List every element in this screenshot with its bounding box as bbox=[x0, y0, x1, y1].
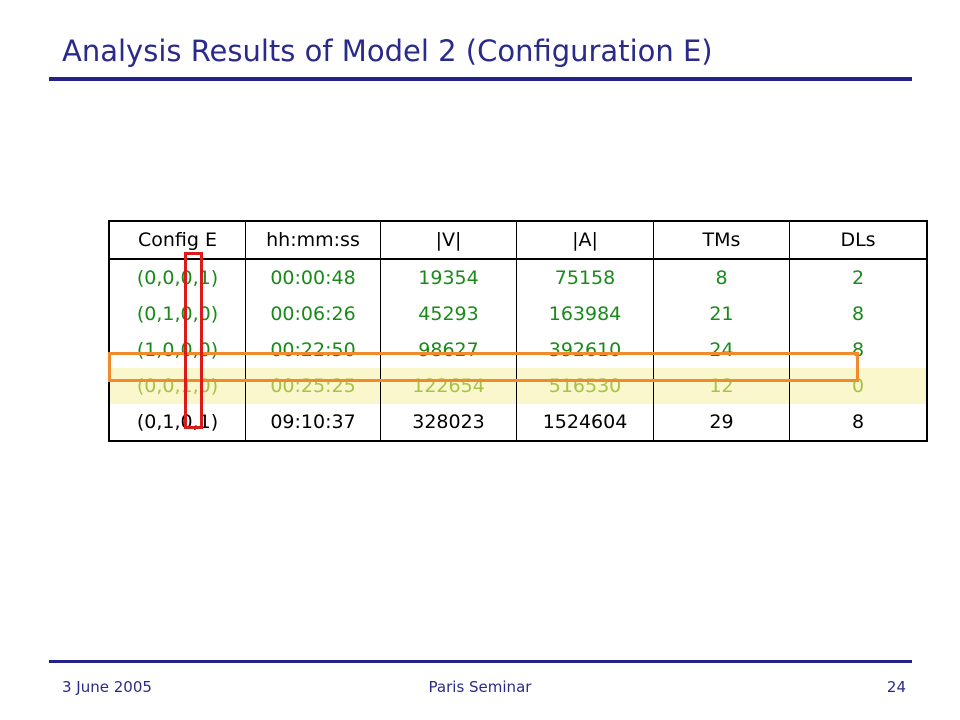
cell-config: (0,1,0,1) bbox=[109, 404, 246, 441]
cell-config: (0,0,1,0) bbox=[109, 368, 246, 404]
cell-tms: 21 bbox=[653, 296, 790, 332]
table-row: (0,0,0,1) 00:00:48 19354 75158 8 2 bbox=[109, 259, 927, 296]
footer-date: 3 June 2005 bbox=[62, 678, 152, 696]
header-tms: TMs bbox=[653, 221, 790, 260]
table-row: (0,1,0,1) 09:10:37 328023 1524604 29 8 bbox=[109, 404, 927, 441]
table-row: (1,0,0,0) 00:22:50 98627 392610 24 8 bbox=[109, 332, 927, 368]
header-states: |V| bbox=[380, 221, 517, 260]
cell-config: (0,1,0,0) bbox=[109, 296, 246, 332]
table-row: (0,1,0,0) 00:06:26 45293 163984 21 8 bbox=[109, 296, 927, 332]
cell-arcs: 392610 bbox=[516, 332, 654, 368]
cell-dls: 8 bbox=[851, 411, 865, 433]
header-dls: DLs bbox=[789, 221, 927, 260]
results-table: Config E hh:mm:ss |V| |A| TMs DLs (0,0,0… bbox=[108, 220, 928, 442]
cell-states: 45293 bbox=[380, 296, 517, 332]
cell-tms: 8 bbox=[653, 259, 790, 296]
cell-tms: 12 bbox=[653, 368, 790, 404]
cell-dls: 8 bbox=[851, 339, 865, 361]
cell-states: 122654 bbox=[380, 368, 517, 404]
table-header-row: Config E hh:mm:ss |V| |A| TMs DLs bbox=[109, 221, 927, 260]
cell-states: 98627 bbox=[380, 332, 517, 368]
cell-tms: 24 bbox=[653, 332, 790, 368]
footer-rule bbox=[49, 660, 912, 663]
cell-dls: 0 bbox=[789, 368, 927, 404]
cell-config: (0,0,0,1) bbox=[109, 259, 246, 296]
header-time: hh:mm:ss bbox=[245, 221, 381, 260]
cell-config: (1,0,0,0) bbox=[109, 332, 246, 368]
cell-states: 19354 bbox=[380, 259, 517, 296]
cell-time: 00:00:48 bbox=[245, 259, 381, 296]
slide-title: Analysis Results of Model 2 (Configurati… bbox=[62, 34, 713, 68]
cell-time: 00:22:50 bbox=[245, 332, 381, 368]
cell-arcs: 1524604 bbox=[516, 404, 654, 441]
footer-event: Paris Seminar bbox=[428, 678, 532, 696]
header-arcs: |A| bbox=[516, 221, 654, 260]
cell-time: 09:10:37 bbox=[245, 404, 381, 441]
cell-arcs: 516530 bbox=[516, 368, 654, 404]
cell-time: 00:25:25 bbox=[245, 368, 381, 404]
page-number: 24 bbox=[886, 678, 906, 696]
cell-arcs: 75158 bbox=[516, 259, 654, 296]
cell-arcs: 163984 bbox=[516, 296, 654, 332]
cell-states: 328023 bbox=[380, 404, 517, 441]
header-config: Config E bbox=[109, 221, 246, 260]
cell-dls: 2 bbox=[851, 267, 865, 289]
cell-dls: 8 bbox=[851, 303, 865, 325]
table-row-highlighted: (0,0,1,0) 00:25:25 122654 516530 12 0 bbox=[109, 368, 927, 404]
title-rule bbox=[49, 77, 912, 81]
cell-tms: 29 bbox=[653, 404, 790, 441]
cell-time: 00:06:26 bbox=[245, 296, 381, 332]
